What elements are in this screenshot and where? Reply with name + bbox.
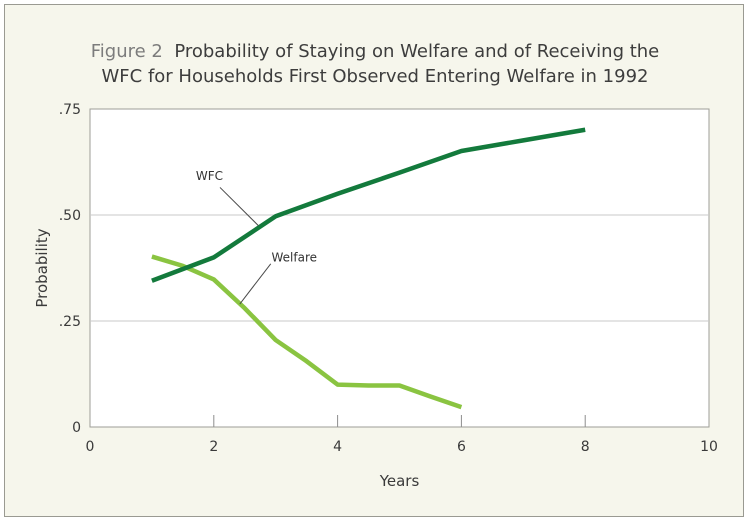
y-axis-label: Probability: [33, 228, 51, 307]
chart-title: Figure 2 Probability of Staying on Welfa…: [5, 39, 745, 89]
series-leader-welfare: [239, 263, 272, 305]
x-tick-label: 6: [457, 439, 466, 455]
y-tick-label: 0: [72, 420, 81, 436]
series-label-welfare: Welfare: [272, 251, 318, 265]
y-tick-label: .50: [59, 208, 81, 224]
x-tick-label: 0: [86, 439, 95, 455]
figure-frame: Figure 2 Probability of Staying on Welfa…: [4, 4, 744, 517]
y-tick-label: .25: [59, 314, 81, 330]
title-line-1: Figure 2 Probability of Staying on Welfa…: [5, 39, 745, 64]
x-tick-label: 2: [209, 439, 218, 455]
series-line-welfare: [151, 254, 463, 410]
x-tick-label: 10: [700, 439, 718, 455]
series-label-wfc: WFC: [196, 169, 223, 183]
figure-label: Figure 2: [90, 41, 163, 62]
title-text-line-1: Probability of Staying on Welfare and of…: [174, 41, 660, 62]
x-tick-label: 8: [581, 439, 590, 455]
series-leader-wfc: [219, 187, 259, 226]
title-text-line-2: WFC for Households First Observed Enteri…: [101, 66, 649, 87]
series-line-wfc: [151, 127, 586, 283]
x-tick-label: 4: [333, 439, 342, 455]
x-axis-label: Years: [379, 472, 420, 490]
y-tick-label: .75: [59, 102, 81, 118]
line-chart: 0 2 4 6 8 10 0 .25 .50 .75 Years Probability WFC Welf…: [33, 102, 718, 490]
